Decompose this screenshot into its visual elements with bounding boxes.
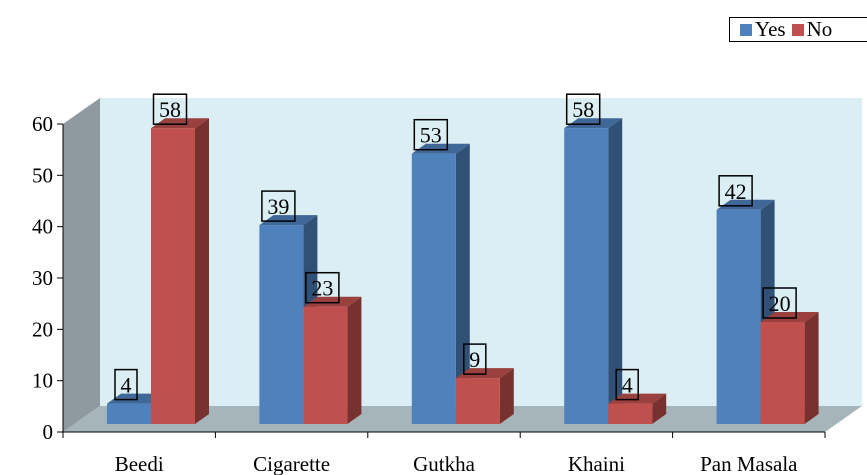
legend-item-no: No bbox=[791, 17, 833, 42]
legend-swatch-no bbox=[791, 23, 804, 36]
legend-item-yes: Yes bbox=[740, 17, 786, 42]
data-label-text: 58 bbox=[159, 97, 181, 122]
bar-no bbox=[151, 118, 209, 424]
x-tick-label: Beedi bbox=[115, 452, 164, 475]
data-label-box bbox=[305, 271, 340, 304]
y-tick-label: 0 bbox=[43, 420, 54, 444]
side-wall bbox=[63, 98, 100, 432]
y-tick-label: 50 bbox=[32, 163, 53, 187]
data-label-text: 58 bbox=[572, 97, 594, 122]
data-label-text: 53 bbox=[420, 123, 442, 148]
bar-side bbox=[804, 312, 819, 424]
data-label: 39 bbox=[261, 190, 296, 222]
data-label-text: 20 bbox=[769, 291, 791, 316]
legend-swatch-yes bbox=[740, 23, 752, 36]
x-tick-label: Pan Masala bbox=[700, 452, 798, 475]
data-label: 58 bbox=[565, 93, 601, 125]
bar-top bbox=[716, 199, 775, 210]
bar-top bbox=[455, 368, 514, 379]
data-label-text: 4 bbox=[121, 373, 132, 398]
data-label: 20 bbox=[762, 287, 797, 319]
bar-no bbox=[608, 393, 667, 424]
bar-top bbox=[411, 143, 470, 154]
data-label: 53 bbox=[413, 118, 449, 151]
data-label-box bbox=[565, 93, 601, 125]
data-label-box bbox=[413, 118, 449, 151]
y-tick-label: 10 bbox=[32, 369, 53, 393]
bar-top bbox=[259, 215, 318, 226]
bar-top bbox=[608, 393, 667, 404]
bar-yes bbox=[716, 199, 775, 424]
bar-no bbox=[303, 296, 362, 424]
bar-no bbox=[760, 312, 819, 424]
legend-label-yes: Yes bbox=[755, 17, 786, 41]
data-label-box bbox=[114, 368, 138, 401]
y-tick-label: 60 bbox=[32, 112, 53, 136]
data-label-box bbox=[261, 190, 296, 222]
bar-front bbox=[608, 403, 653, 424]
bar-side bbox=[652, 393, 667, 424]
bar-front bbox=[564, 128, 609, 424]
bar-side bbox=[195, 118, 209, 424]
legend: Yes No bbox=[729, 17, 867, 42]
bar-front bbox=[411, 153, 456, 424]
x-axis: Beedi Cigarette Gutkha Khaini Pan Masala bbox=[62, 431, 826, 475]
bar-side bbox=[347, 296, 362, 424]
data-label: 23 bbox=[305, 271, 340, 304]
data-label-box bbox=[615, 368, 639, 401]
data-label-box bbox=[718, 175, 753, 207]
bar-top bbox=[151, 118, 209, 129]
bar-yes bbox=[564, 118, 623, 424]
y-axis: 0 10 20 30 40 50 60 bbox=[32, 112, 64, 444]
data-label-text: 23 bbox=[311, 276, 333, 301]
data-label: 58 bbox=[152, 93, 188, 125]
x-tick-label: Cigarette bbox=[253, 452, 330, 475]
bar-front bbox=[151, 128, 195, 424]
bar-front bbox=[716, 209, 761, 424]
bar-side bbox=[455, 143, 470, 424]
bar-front bbox=[107, 403, 151, 424]
bar-front bbox=[455, 378, 500, 424]
x-tick-label: Khaini bbox=[568, 452, 625, 475]
legend-label-no: No bbox=[806, 17, 833, 41]
bar-no bbox=[455, 368, 514, 424]
y-tick-label: 40 bbox=[32, 215, 53, 239]
bar-top bbox=[760, 312, 819, 322]
data-label: 4 bbox=[114, 368, 138, 401]
bar-top bbox=[107, 393, 165, 404]
data-label-box bbox=[152, 93, 188, 125]
data-label-text: 9 bbox=[469, 347, 480, 372]
bars bbox=[107, 118, 819, 424]
data-labels: 4 58 39 23 53 9 58 4 42 20 bbox=[114, 93, 797, 401]
data-label: 42 bbox=[718, 175, 753, 207]
bar-side bbox=[499, 368, 514, 424]
bar-front bbox=[259, 225, 304, 424]
data-label-text: 42 bbox=[725, 179, 747, 204]
data-label-box bbox=[762, 287, 797, 319]
bar-top bbox=[564, 118, 623, 129]
y-tick-label: 20 bbox=[32, 317, 53, 341]
data-label-text: 4 bbox=[622, 373, 633, 398]
bar-top bbox=[303, 296, 362, 307]
bar-yes bbox=[411, 143, 470, 424]
y-tick-label: 30 bbox=[32, 266, 53, 290]
x-tick-label: Gutkha bbox=[413, 452, 476, 475]
bar-front bbox=[303, 306, 348, 424]
data-label-text: 39 bbox=[267, 194, 289, 219]
data-label-box bbox=[463, 343, 487, 375]
data-label: 9 bbox=[463, 343, 487, 375]
bar-front bbox=[760, 322, 805, 424]
bar-side bbox=[608, 118, 623, 424]
data-label: 4 bbox=[615, 368, 639, 401]
